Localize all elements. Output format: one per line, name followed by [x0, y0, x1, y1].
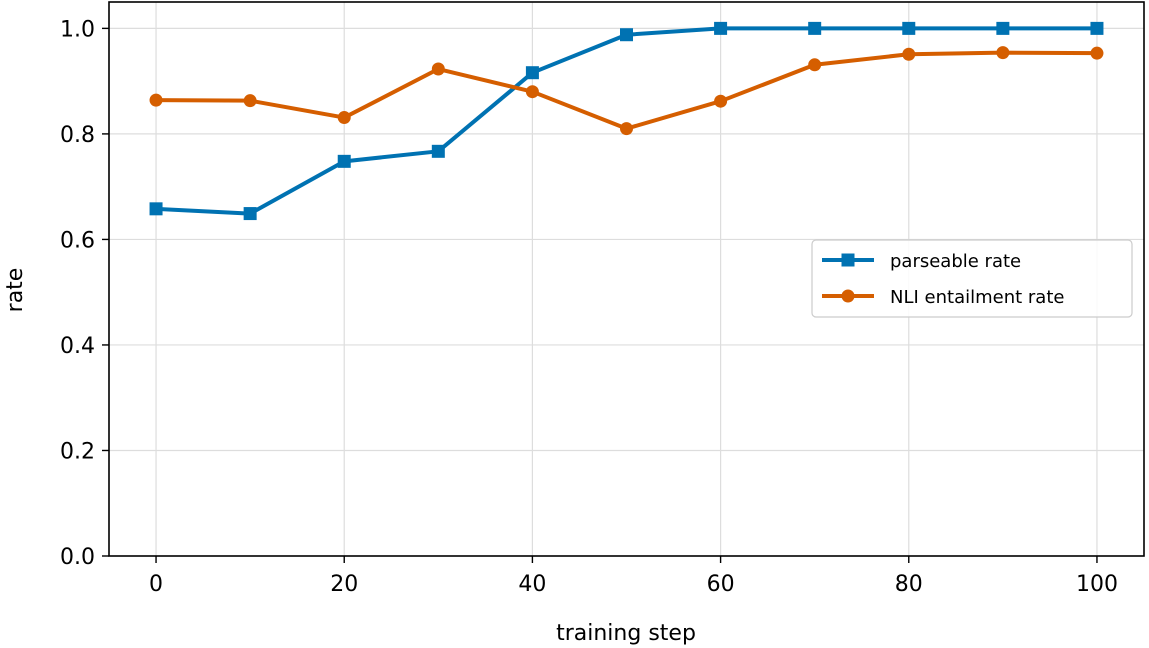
y-tick-label: 0.4	[60, 334, 95, 359]
plot-frame	[108, 1, 1145, 557]
y-tick-label: 0.0	[60, 545, 95, 570]
y-tick-label: 1.0	[60, 17, 95, 42]
legend-label-2: NLI entailment rate	[890, 287, 1064, 308]
legend-marker-2	[841, 289, 855, 303]
x-axis-label: training step	[556, 621, 696, 646]
data-point-series-1	[1090, 21, 1104, 35]
data-point-series-2	[431, 62, 445, 76]
data-point-series-1	[996, 21, 1010, 35]
y-tick-label: 0.2	[60, 439, 95, 464]
data-point-series-2	[525, 85, 539, 99]
data-point-series-2	[714, 94, 728, 108]
y-tick-label: 0.8	[60, 123, 95, 148]
data-point-series-1	[902, 21, 916, 35]
data-point-series-2	[620, 122, 633, 136]
data-series	[149, 21, 1104, 221]
x-tick-label: 40	[518, 572, 546, 597]
legend-box	[811, 239, 1133, 318]
data-point-series-1	[525, 66, 539, 80]
legend-label-1: parseable rate	[890, 251, 1021, 272]
data-point-series-1	[714, 21, 728, 35]
data-point-series-1	[243, 207, 257, 221]
data-point-series-2	[243, 94, 257, 108]
y-axis-label: rate	[3, 268, 28, 313]
x-tick-label: 100	[1076, 572, 1118, 597]
data-point-series-2	[996, 46, 1010, 60]
data-point-series-2	[808, 58, 822, 72]
data-point-series-1	[808, 21, 822, 35]
y-tick-label: 0.6	[60, 228, 95, 253]
data-point-series-2	[1090, 46, 1104, 60]
data-point-series-2	[149, 93, 163, 107]
data-point-series-1	[431, 144, 445, 158]
x-tick-label: 20	[330, 572, 358, 597]
data-point-series-2	[902, 47, 916, 61]
x-tick-label: 60	[707, 572, 735, 597]
x-tick-label: 80	[895, 572, 923, 597]
x-axis-ticks: 0 20 40 60 80 100	[149, 556, 1118, 597]
legend: parseable rate NLI entailment rate	[811, 239, 1133, 318]
x-tick-label: 0	[149, 572, 163, 597]
data-point-series-1	[620, 28, 633, 42]
legend-marker-1	[841, 253, 855, 267]
data-point-series-2	[337, 111, 351, 125]
data-point-series-1	[337, 154, 351, 168]
y-axis-ticks: 0.0 0.2 0.4 0.6 0.8 1.0	[60, 17, 109, 570]
data-point-series-1	[149, 202, 163, 216]
